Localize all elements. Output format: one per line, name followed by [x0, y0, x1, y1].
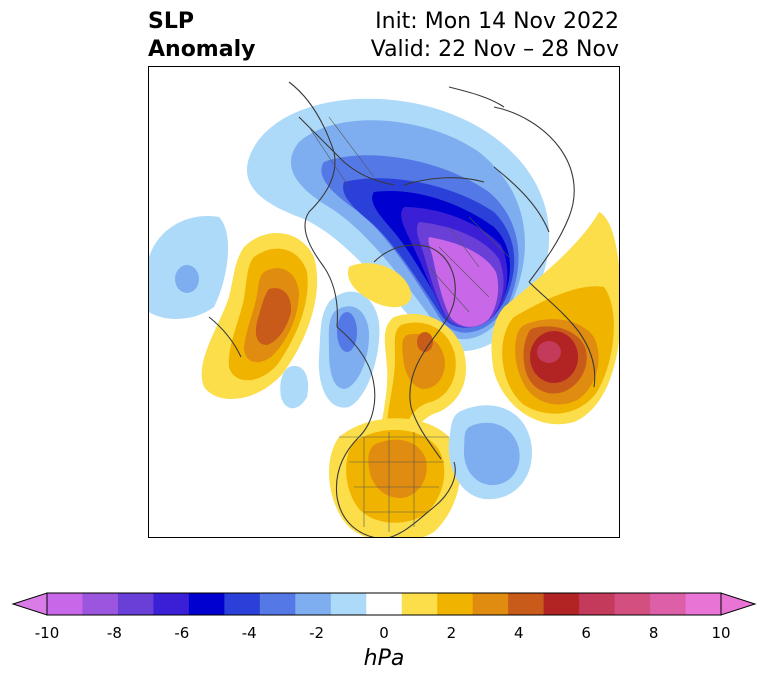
colorbar-tick-label: -8	[106, 624, 122, 642]
colorbar-extend-high	[720, 592, 757, 616]
colorbar-tick-label: 4	[514, 624, 524, 642]
map-svg	[149, 81, 619, 537]
colorbar-bin	[224, 593, 261, 615]
colorbar-bin	[437, 593, 474, 615]
negative-anomaly-siberia	[246, 98, 550, 352]
colorbar-bin	[650, 593, 687, 615]
colorbar-unit: hPa	[363, 646, 405, 671]
positive-anomaly-eastern-us	[329, 418, 461, 537]
coastlines	[208, 81, 596, 537]
colorbar-bin	[401, 593, 438, 615]
colorbar-bin	[543, 593, 580, 615]
colorbar-tick-label: -2	[309, 624, 325, 642]
colorbar-bins	[47, 593, 722, 615]
colorbar-bin	[259, 593, 296, 615]
colorbar	[11, 592, 757, 616]
positive-anomaly-europe	[491, 212, 619, 425]
colorbar-bin	[153, 593, 190, 615]
colorbar-tick-label: 8	[648, 624, 659, 642]
negative-anomaly-hudson	[280, 291, 380, 409]
colorbar-bin	[579, 593, 616, 615]
title-variable: SLP	[148, 9, 194, 34]
colorbar-tick-label: -4	[241, 624, 257, 642]
colorbar-tick-label: 0	[379, 624, 389, 642]
valid-range: Valid: 22 Nov – 28 Nov	[370, 37, 619, 62]
colorbar-tick-label: -10	[34, 624, 60, 642]
colorbar-bin	[47, 593, 83, 615]
colorbar-tick-label: 6	[581, 624, 591, 642]
colorbar-tick-label: 2	[446, 624, 457, 642]
positive-anomaly-alaska	[201, 233, 318, 399]
borders	[308, 116, 510, 532]
negative-anomaly-pacific	[149, 216, 229, 319]
colorbar-bin	[472, 593, 509, 615]
colorbar-bin	[614, 593, 651, 615]
colorbar-bin	[82, 593, 119, 615]
colorbar-outline	[46, 592, 722, 616]
init-date: Init: Mon 14 Nov 2022	[375, 9, 619, 34]
colorbar-tick-label: -6	[174, 624, 190, 642]
colorbar-tick-label: 10	[711, 624, 731, 642]
title-anomaly: Anomaly	[148, 37, 256, 62]
colorbar-bin	[330, 593, 367, 615]
colorbar-bin	[117, 593, 154, 615]
colorbar-bin	[685, 593, 722, 615]
colorbar-bin	[295, 593, 332, 615]
title-right: Init: Mon 14 Nov 2022 Valid: 22 Nov – 28…	[371, 8, 619, 64]
negative-anomaly-atlantic	[448, 405, 532, 500]
colorbar-bin	[188, 593, 225, 615]
colorbar-extend-low	[11, 592, 48, 616]
colorbar-bin	[366, 593, 403, 615]
anomaly-map	[148, 66, 620, 538]
title-left: SLP Anomaly	[148, 8, 255, 64]
colorbar-bin	[508, 593, 545, 615]
